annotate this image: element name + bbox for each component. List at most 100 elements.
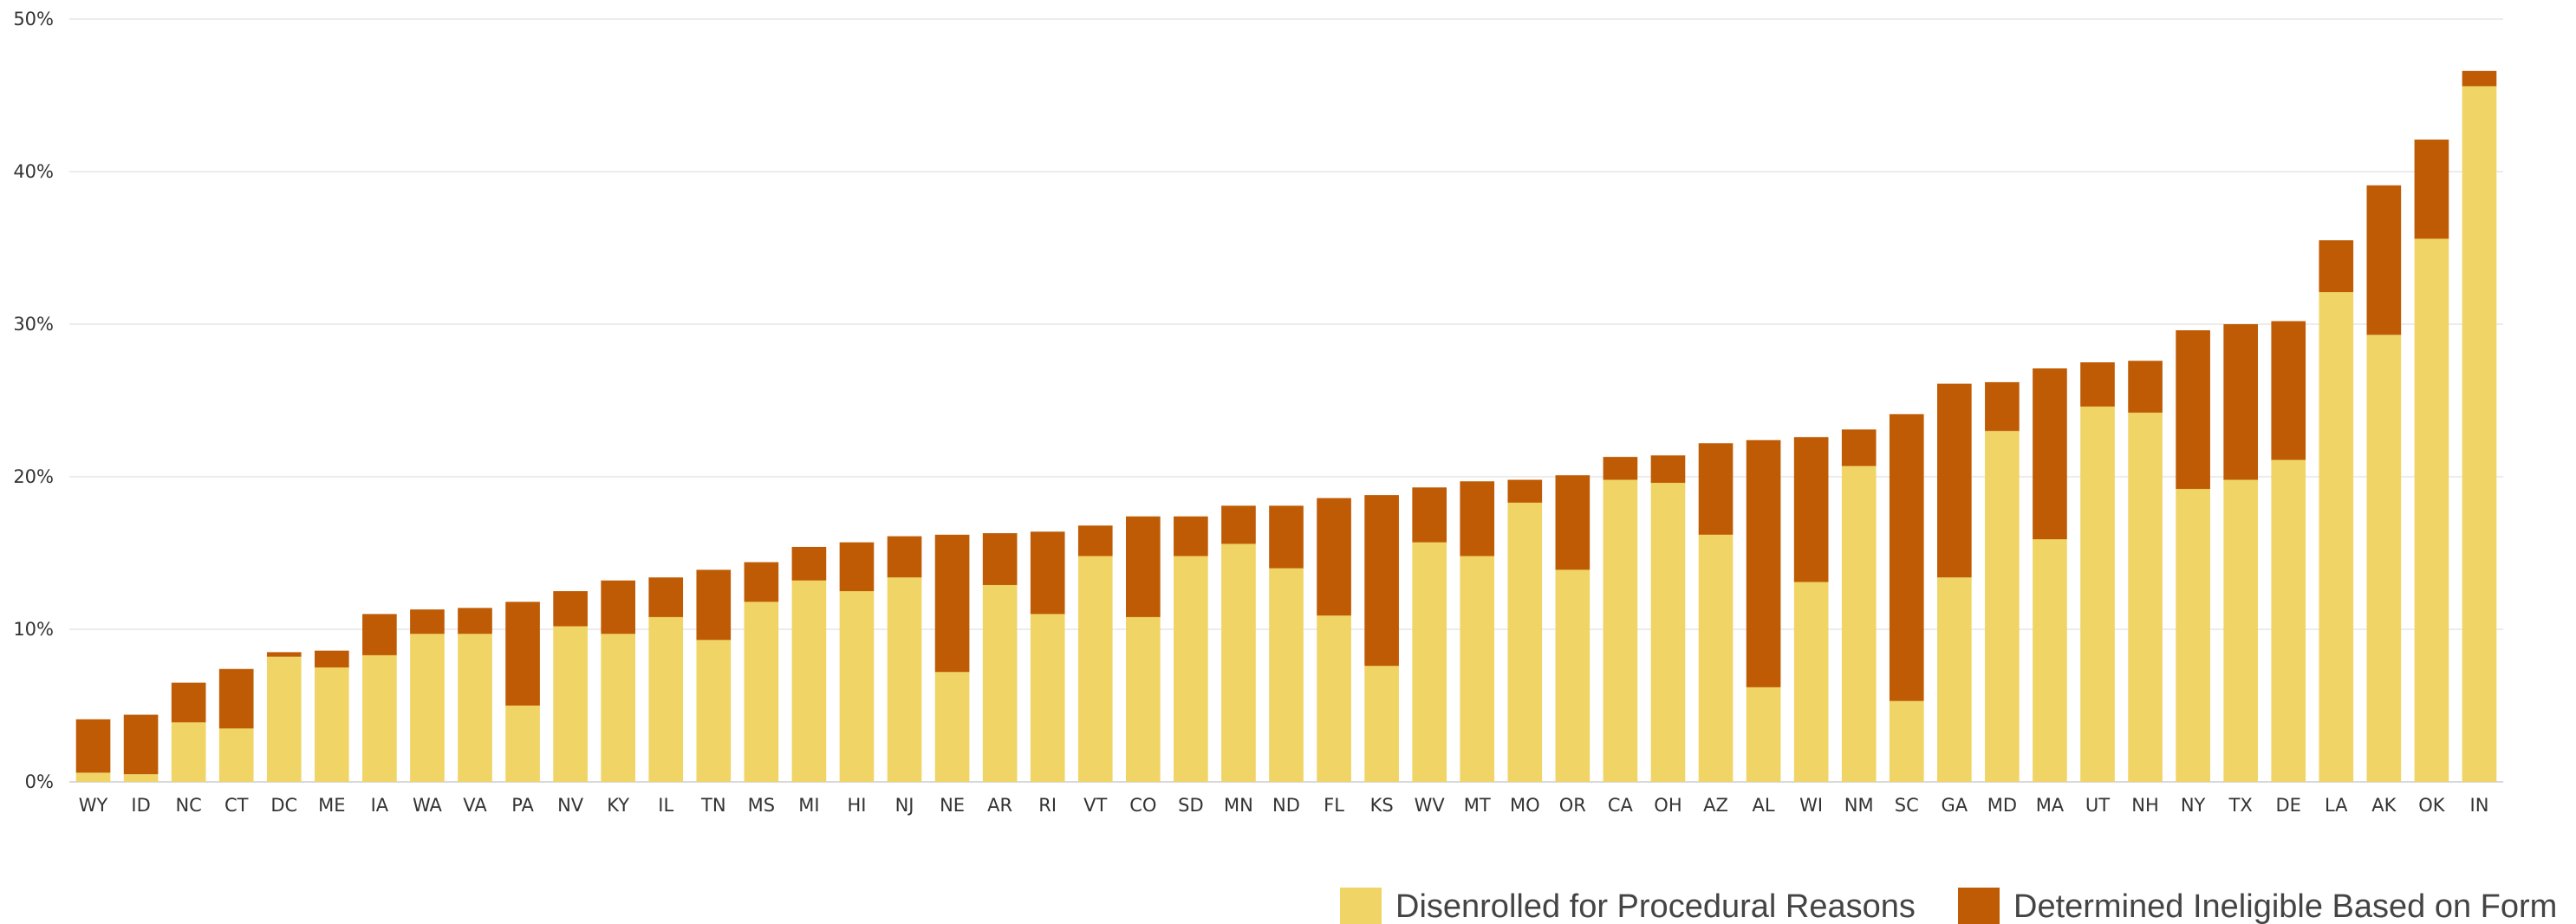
- bar-ineligible-wa: [410, 609, 445, 634]
- x-tick-label-il: IL: [658, 795, 673, 816]
- x-tick-label-tn: TN: [700, 795, 726, 816]
- bar-ineligible-nh: [2128, 361, 2163, 413]
- x-tick-label-nm: NM: [1844, 795, 1874, 816]
- x-tick-label-ia: IA: [371, 795, 389, 816]
- x-tick-label-nj: NJ: [895, 795, 914, 816]
- bar-procedural-ri: [1030, 614, 1065, 782]
- bar-procedural-tx: [2223, 479, 2258, 782]
- bar-procedural-in: [2462, 86, 2497, 782]
- x-tick-label-nv: NV: [557, 795, 584, 816]
- bar-procedural-ia: [362, 654, 397, 782]
- bar-ineligible-mt: [1460, 481, 1495, 556]
- bar-ineligible-dc: [266, 652, 302, 657]
- x-tick-label-nd: ND: [1272, 795, 1300, 816]
- x-tick-label-ms: MS: [748, 795, 775, 816]
- x-tick-label-dc: DC: [270, 795, 297, 816]
- bar-ineligible-nm: [1841, 429, 1877, 466]
- bar-procedural-ne: [934, 672, 970, 782]
- x-tick-label-vt: VT: [1083, 795, 1107, 816]
- bar-ineligible-ga: [1937, 383, 1972, 578]
- bar-ineligible-wi: [1793, 437, 1829, 582]
- bar-ineligible-mo: [1507, 479, 1543, 503]
- x-tick-label-me: ME: [318, 795, 345, 816]
- bar-ineligible-md: [1985, 381, 2020, 432]
- bar-ineligible-id: [123, 714, 159, 775]
- bar-ineligible-mn: [1221, 505, 1256, 544]
- x-tick-label-mn: MN: [1224, 795, 1253, 816]
- bar-procedural-nh: [2128, 413, 2163, 782]
- bar-ineligible-ca: [1603, 457, 1638, 480]
- x-tick-label-ma: MA: [2036, 795, 2065, 816]
- bar-procedural-md: [1985, 431, 2020, 782]
- bar-ineligible-nd: [1269, 505, 1304, 569]
- bar-procedural-wy: [75, 772, 111, 782]
- x-tick-label-sc: SC: [1895, 795, 1919, 816]
- x-tick-label-ri: RI: [1038, 795, 1057, 816]
- bar-procedural-nd: [1269, 568, 1304, 782]
- x-tick-label-nc: NC: [175, 795, 201, 816]
- x-tick-label-ca: CA: [1608, 795, 1634, 816]
- bar-ineligible-mi: [791, 546, 827, 581]
- bar-ineligible-ny: [2176, 330, 2210, 490]
- bar-ineligible-ut: [2080, 362, 2115, 407]
- bar-ineligible-ak: [2366, 185, 2402, 335]
- bar-ineligible-oh: [1650, 455, 1686, 484]
- x-tick-label-in: IN: [2470, 795, 2489, 816]
- y-tick-label: 50%: [13, 9, 54, 29]
- bar-ineligible-nc: [171, 682, 206, 723]
- bar-ineligible-vt: [1077, 525, 1113, 556]
- bar-procedural-hi: [839, 591, 875, 782]
- legend: Disenrolled for Procedural Reasons Deter…: [1340, 888, 2557, 924]
- bar-procedural-ma: [2033, 539, 2067, 782]
- x-tick-label-va: VA: [463, 795, 487, 816]
- bar-procedural-sc: [1889, 700, 1924, 782]
- x-tick-label-pa: PA: [511, 795, 534, 816]
- x-axis-ticks: WY ID NC CT DC ME IA WA VA PA NV KY IL TN MS MI HI NJ NE AR…: [79, 795, 2489, 816]
- x-tick-label-mo: MO: [1510, 795, 1540, 816]
- x-tick-label-or: OR: [1559, 795, 1586, 816]
- bar-procedural-mt: [1460, 556, 1495, 782]
- x-tick-label-az: AZ: [1703, 795, 1728, 816]
- bar-ineligible-pa: [505, 602, 540, 706]
- x-tick-label-de: DE: [2276, 795, 2301, 816]
- bar-procedural-il: [648, 616, 684, 782]
- bar-ineligible-ia: [362, 614, 397, 655]
- bar-ineligible-wv: [1412, 487, 1447, 543]
- bar-ineligible-ct: [218, 668, 254, 729]
- bar-ineligible-or: [1555, 475, 1590, 570]
- x-tick-label-ny: NY: [2181, 795, 2206, 816]
- bar-procedural-dc: [266, 656, 302, 782]
- bar-ineligible-ma: [2033, 368, 2067, 540]
- bar-ineligible-nj: [887, 536, 922, 578]
- x-tick-label-hi: HI: [847, 795, 866, 816]
- bar-procedural-wi: [1793, 582, 1829, 782]
- x-tick-label-id: ID: [131, 795, 150, 816]
- bar-ineligible-de: [2271, 321, 2306, 460]
- bar-procedural-az: [1698, 534, 1734, 782]
- bar-procedural-ny: [2176, 489, 2210, 782]
- bar-procedural-mn: [1221, 543, 1256, 782]
- bar-ineligible-ok: [2414, 140, 2449, 239]
- bar-procedural-fl: [1317, 615, 1351, 782]
- legend-label-procedural: Disenrolled for Procedural Reasons: [1395, 888, 1916, 924]
- bar-ineligible-sc: [1889, 413, 1924, 701]
- bar-procedural-ca: [1603, 479, 1638, 782]
- y-tick-label: 30%: [13, 314, 54, 335]
- x-tick-label-sd: SD: [1178, 795, 1204, 816]
- x-tick-label-ut: UT: [2085, 795, 2110, 816]
- bar-procedural-sd: [1174, 556, 1208, 782]
- bar-ineligible-in: [2462, 70, 2497, 87]
- x-tick-label-mi: MI: [798, 795, 819, 816]
- x-tick-label-ar: AR: [987, 795, 1012, 816]
- bar-ineligible-ne: [934, 534, 970, 673]
- legend-swatch-procedural: [1340, 888, 1382, 924]
- x-tick-label-mt: MT: [1464, 795, 1491, 816]
- bar-ineligible-la: [2319, 240, 2354, 293]
- x-tick-label-nh: NH: [2131, 795, 2159, 816]
- bar-procedural-nv: [553, 626, 588, 782]
- x-tick-label-fl: FL: [1324, 795, 1344, 816]
- x-tick-label-ct: CT: [224, 795, 249, 816]
- bar-ineligible-sd: [1174, 516, 1208, 556]
- bar-ineligible-nv: [553, 591, 588, 627]
